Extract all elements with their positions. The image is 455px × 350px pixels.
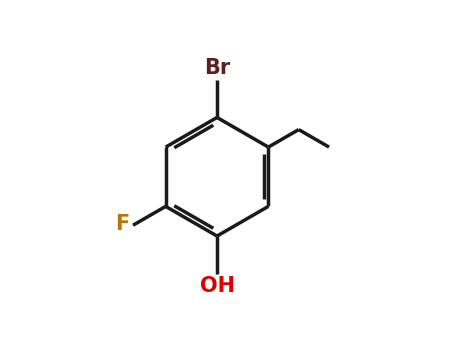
Text: OH: OH bbox=[199, 276, 234, 296]
Text: F: F bbox=[116, 214, 130, 234]
Text: Br: Br bbox=[204, 57, 230, 78]
